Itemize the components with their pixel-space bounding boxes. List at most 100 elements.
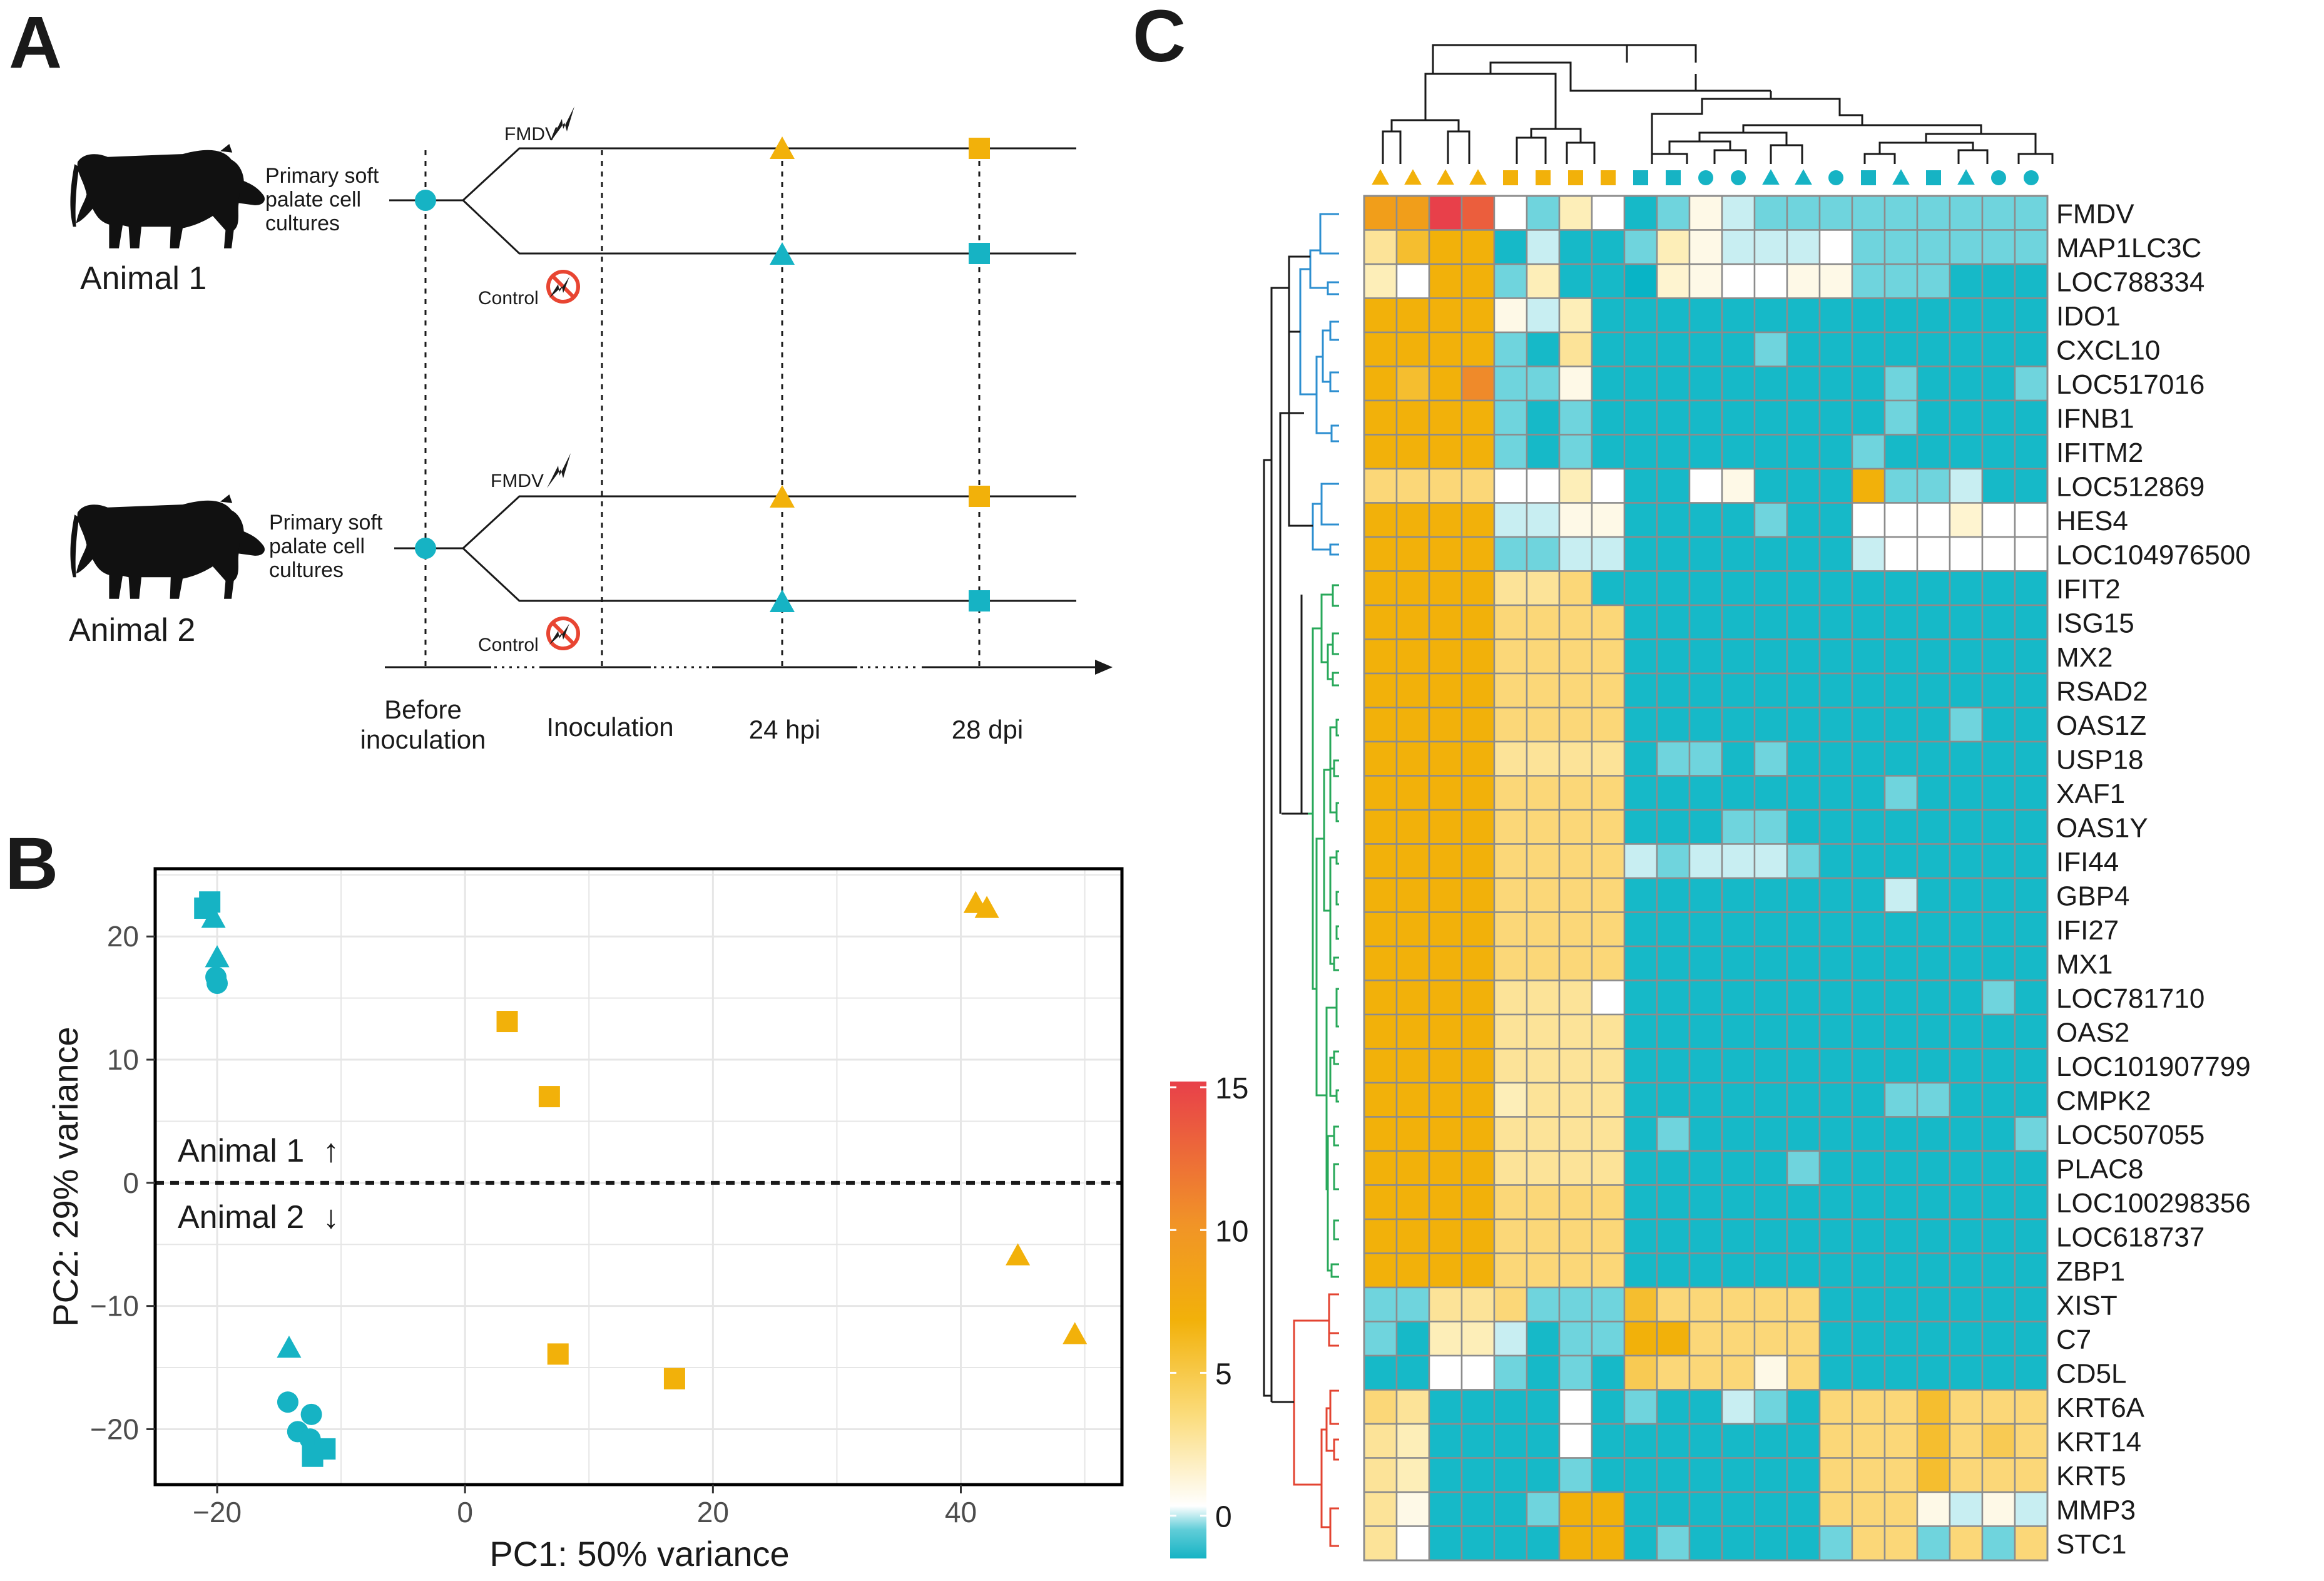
heatmap-cell: [1688, 843, 1723, 879]
heatmap-cell: [1363, 399, 1398, 436]
heatmap-cell: [1753, 570, 1788, 606]
heatmap-cell: [1883, 1184, 1919, 1220]
heatmap-cell: [2014, 877, 2049, 913]
heatmap-cell: [1656, 195, 1691, 231]
heatmap-cell: [1883, 297, 1919, 334]
heatmap-cell: [1493, 1491, 1528, 1527]
gene-label: LOC512869: [2056, 471, 2204, 502]
heatmap-cell: [1851, 229, 1886, 265]
heatmap-cell: [2014, 1525, 2049, 1562]
heatmap-cell: [1656, 570, 1691, 606]
heatmap-cell: [1753, 945, 1788, 981]
heatmap-cell: [1526, 1286, 1561, 1323]
heatmap-cell: [1493, 1013, 1528, 1050]
heatmap-cell: [1395, 1013, 1430, 1050]
heatmap-cell: [1786, 263, 1821, 299]
heatmap-cell: [1428, 1082, 1463, 1118]
heatmap-cell: [1949, 1457, 1984, 1493]
heatmap-cell: [1916, 1082, 1951, 1118]
heatmap-cell: [2014, 502, 2049, 538]
heatmap-cell: [1623, 331, 1658, 367]
pca-y-tick-label: 20: [107, 920, 139, 953]
gene-label: IFITM2: [2056, 437, 2143, 468]
column-marker-fmdv-square: [1536, 170, 1551, 185]
heatmap-cell: [1591, 536, 1626, 572]
heatmap-cell: [1981, 502, 2016, 538]
heatmap-cell: [1623, 468, 1658, 504]
heatmap-cell: [1949, 366, 1984, 402]
timeline-label: inoculation: [360, 725, 486, 754]
heatmap-cell: [1558, 707, 1593, 743]
heatmap-cell: [1623, 809, 1658, 845]
gene-label: IFI27: [2056, 915, 2119, 946]
heatmap-cell: [1721, 1525, 1756, 1562]
heatmap-cell: [1656, 1321, 1691, 1357]
sample-circle-marker: [415, 538, 436, 559]
heatmap-cell: [1851, 1048, 1886, 1084]
heatmap-cell: [2014, 1218, 2049, 1254]
heatmap-cell: [1981, 468, 2016, 504]
heatmap-cell: [1493, 195, 1528, 231]
heatmap-cell: [1656, 707, 1691, 743]
heatmap-cell: [1363, 1354, 1398, 1391]
down-arrow-icon: ↓: [323, 1199, 339, 1236]
heatmap-cell: [2014, 911, 2049, 948]
timeline-label: Inoculation: [546, 712, 673, 742]
heatmap-cell: [1623, 1184, 1658, 1220]
heatmap-cell: [1656, 1218, 1691, 1254]
heatmap-cell: [1656, 604, 1691, 640]
heatmap-cell: [1363, 1389, 1398, 1425]
heatmap-cell: [1981, 911, 2016, 948]
heatmap-cell: [1753, 399, 1788, 436]
heatmap-cell: [1623, 707, 1658, 743]
heatmap-cell: [1818, 1457, 1853, 1493]
heatmap-cell: [1949, 638, 1984, 675]
heatmap-cell: [1493, 1525, 1528, 1562]
heatmap-cell: [1981, 843, 2016, 879]
heatmap-cell: [1591, 1423, 1626, 1459]
heatmap-cell: [1753, 809, 1788, 845]
heatmap-cell: [1395, 570, 1430, 606]
heatmap-cell: [1428, 1048, 1463, 1084]
heatmap-cell: [1493, 229, 1528, 265]
heatmap-cell: [1786, 638, 1821, 675]
fmdv-label: FMDV: [504, 124, 558, 145]
heatmap-cell: [1395, 1150, 1430, 1186]
heatmap-cell: [1428, 775, 1463, 811]
heatmap-cell: [1460, 911, 1496, 948]
heatmap-cell: [1395, 1082, 1430, 1118]
heatmap-cell: [1851, 1525, 1886, 1562]
heatmap-cell: [1721, 1082, 1756, 1118]
heatmap-cell: [1591, 1525, 1626, 1562]
heatmap-cell: [1591, 775, 1626, 811]
heatmap-cell: [1916, 502, 1951, 538]
heatmap-cell: [1656, 809, 1691, 845]
heatmap-cell: [1460, 263, 1496, 299]
cow-icon: [70, 144, 265, 248]
pca-y-tick-label: 0: [123, 1167, 139, 1199]
culture-label-line1: Primary soft: [269, 511, 383, 535]
heatmap-cell: [1656, 1116, 1691, 1152]
heatmap-cell: [1526, 911, 1561, 948]
heatmap-cell: [1558, 434, 1593, 470]
heatmap-cell: [1688, 980, 1723, 1016]
heatmap-cell: [1656, 434, 1691, 470]
heatmap-cell: [1688, 195, 1723, 231]
heatmap-cell: [1428, 1184, 1463, 1220]
heatmap-cell: [1363, 672, 1398, 709]
heatmap-cell: [1363, 229, 1398, 265]
heatmap-cell: [1883, 434, 1919, 470]
heatmap-cell: [1916, 399, 1951, 436]
heatmap-cell: [1395, 1116, 1430, 1152]
gene-label: MX1: [2056, 949, 2112, 980]
heatmap-cell: [1981, 195, 2016, 231]
heatmap-cell: [2014, 468, 2049, 504]
heatmap-cell: [1753, 1491, 1788, 1527]
heatmap-cell: [1981, 1150, 2016, 1186]
heatmap-cell: [1428, 809, 1463, 845]
timeline-axis: [385, 660, 1113, 675]
fmdv-square-marker: [969, 486, 990, 507]
pca-point-fmdv-triangle: [1063, 1322, 1088, 1344]
heatmap-cell: [1949, 570, 1984, 606]
gene-label: LOC507055: [2056, 1120, 2204, 1150]
